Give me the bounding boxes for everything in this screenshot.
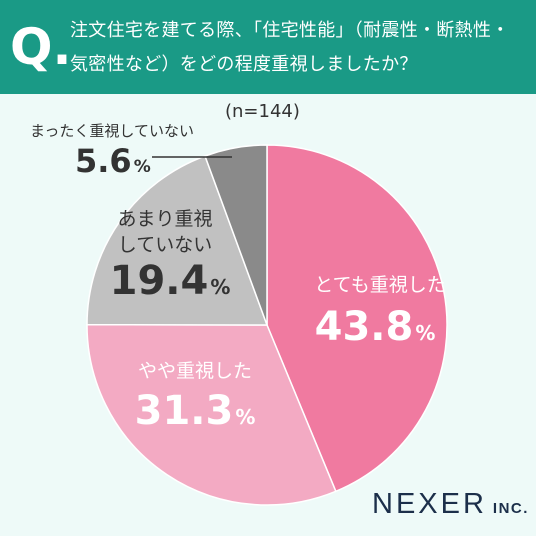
slice-label-not-very-important: あまり重視 していない bbox=[95, 206, 235, 258]
slice-unit-not-important: % bbox=[133, 157, 151, 177]
pie-slice-not-very-important bbox=[86, 155, 269, 326]
slice-percent-somewhat-important: 31.3 bbox=[134, 388, 234, 434]
slice-category-not-important: まったく重視していない bbox=[30, 122, 194, 140]
slice-unit-somewhat-important: % bbox=[235, 405, 256, 429]
question-text-line-1: 注文住宅を建てる際、「住宅性能」（耐震性・断熱性・ bbox=[70, 20, 510, 41]
slice-percent-not-very-important: 19.4 bbox=[109, 258, 209, 304]
sample-size: (n=144) bbox=[225, 101, 300, 122]
slice-value-not-very-important: 19.4% bbox=[95, 258, 245, 310]
slice-category-very-important: とても重視した bbox=[314, 274, 446, 296]
logo-name: NEXER bbox=[372, 488, 487, 520]
question-text-line-2: 気密性など）をどの程度重視しましたか？ bbox=[70, 54, 418, 75]
slice-value-somewhat-important: 31.3% bbox=[105, 388, 285, 440]
slice-category-not-very-important-line-2: していない bbox=[117, 234, 213, 256]
slice-percent-not-important: 5.6 bbox=[75, 142, 132, 180]
slice-category-not-very-important-line-1: あまり重視 bbox=[117, 208, 213, 230]
pie-slice-very-important bbox=[266, 144, 448, 493]
slice-unit-very-important: % bbox=[415, 321, 436, 345]
pie-slice-not-important bbox=[204, 144, 268, 326]
callout-value-not-important: 5.6% bbox=[75, 138, 151, 190]
slice-label-somewhat-important: やや重視した bbox=[115, 358, 275, 384]
question-banner: Q. 注文住宅を建てる際、「住宅性能」（耐震性・断熱性・ 気密性など）をどの程度… bbox=[0, 0, 536, 94]
nexer-logo: NEXER INC. bbox=[372, 488, 529, 521]
slice-value-very-important: 43.8% bbox=[285, 304, 465, 356]
pie-slice-somewhat-important bbox=[86, 323, 337, 506]
slice-percent-very-important: 43.8 bbox=[314, 304, 414, 350]
slice-category-somewhat-important: やや重視した bbox=[137, 360, 252, 382]
slice-label-very-important: とても重視した bbox=[300, 272, 460, 298]
slice-unit-not-very-important: % bbox=[210, 275, 231, 299]
logo-suffix: INC. bbox=[492, 500, 529, 517]
callout-label-not-important: まったく重視していない bbox=[30, 118, 194, 144]
